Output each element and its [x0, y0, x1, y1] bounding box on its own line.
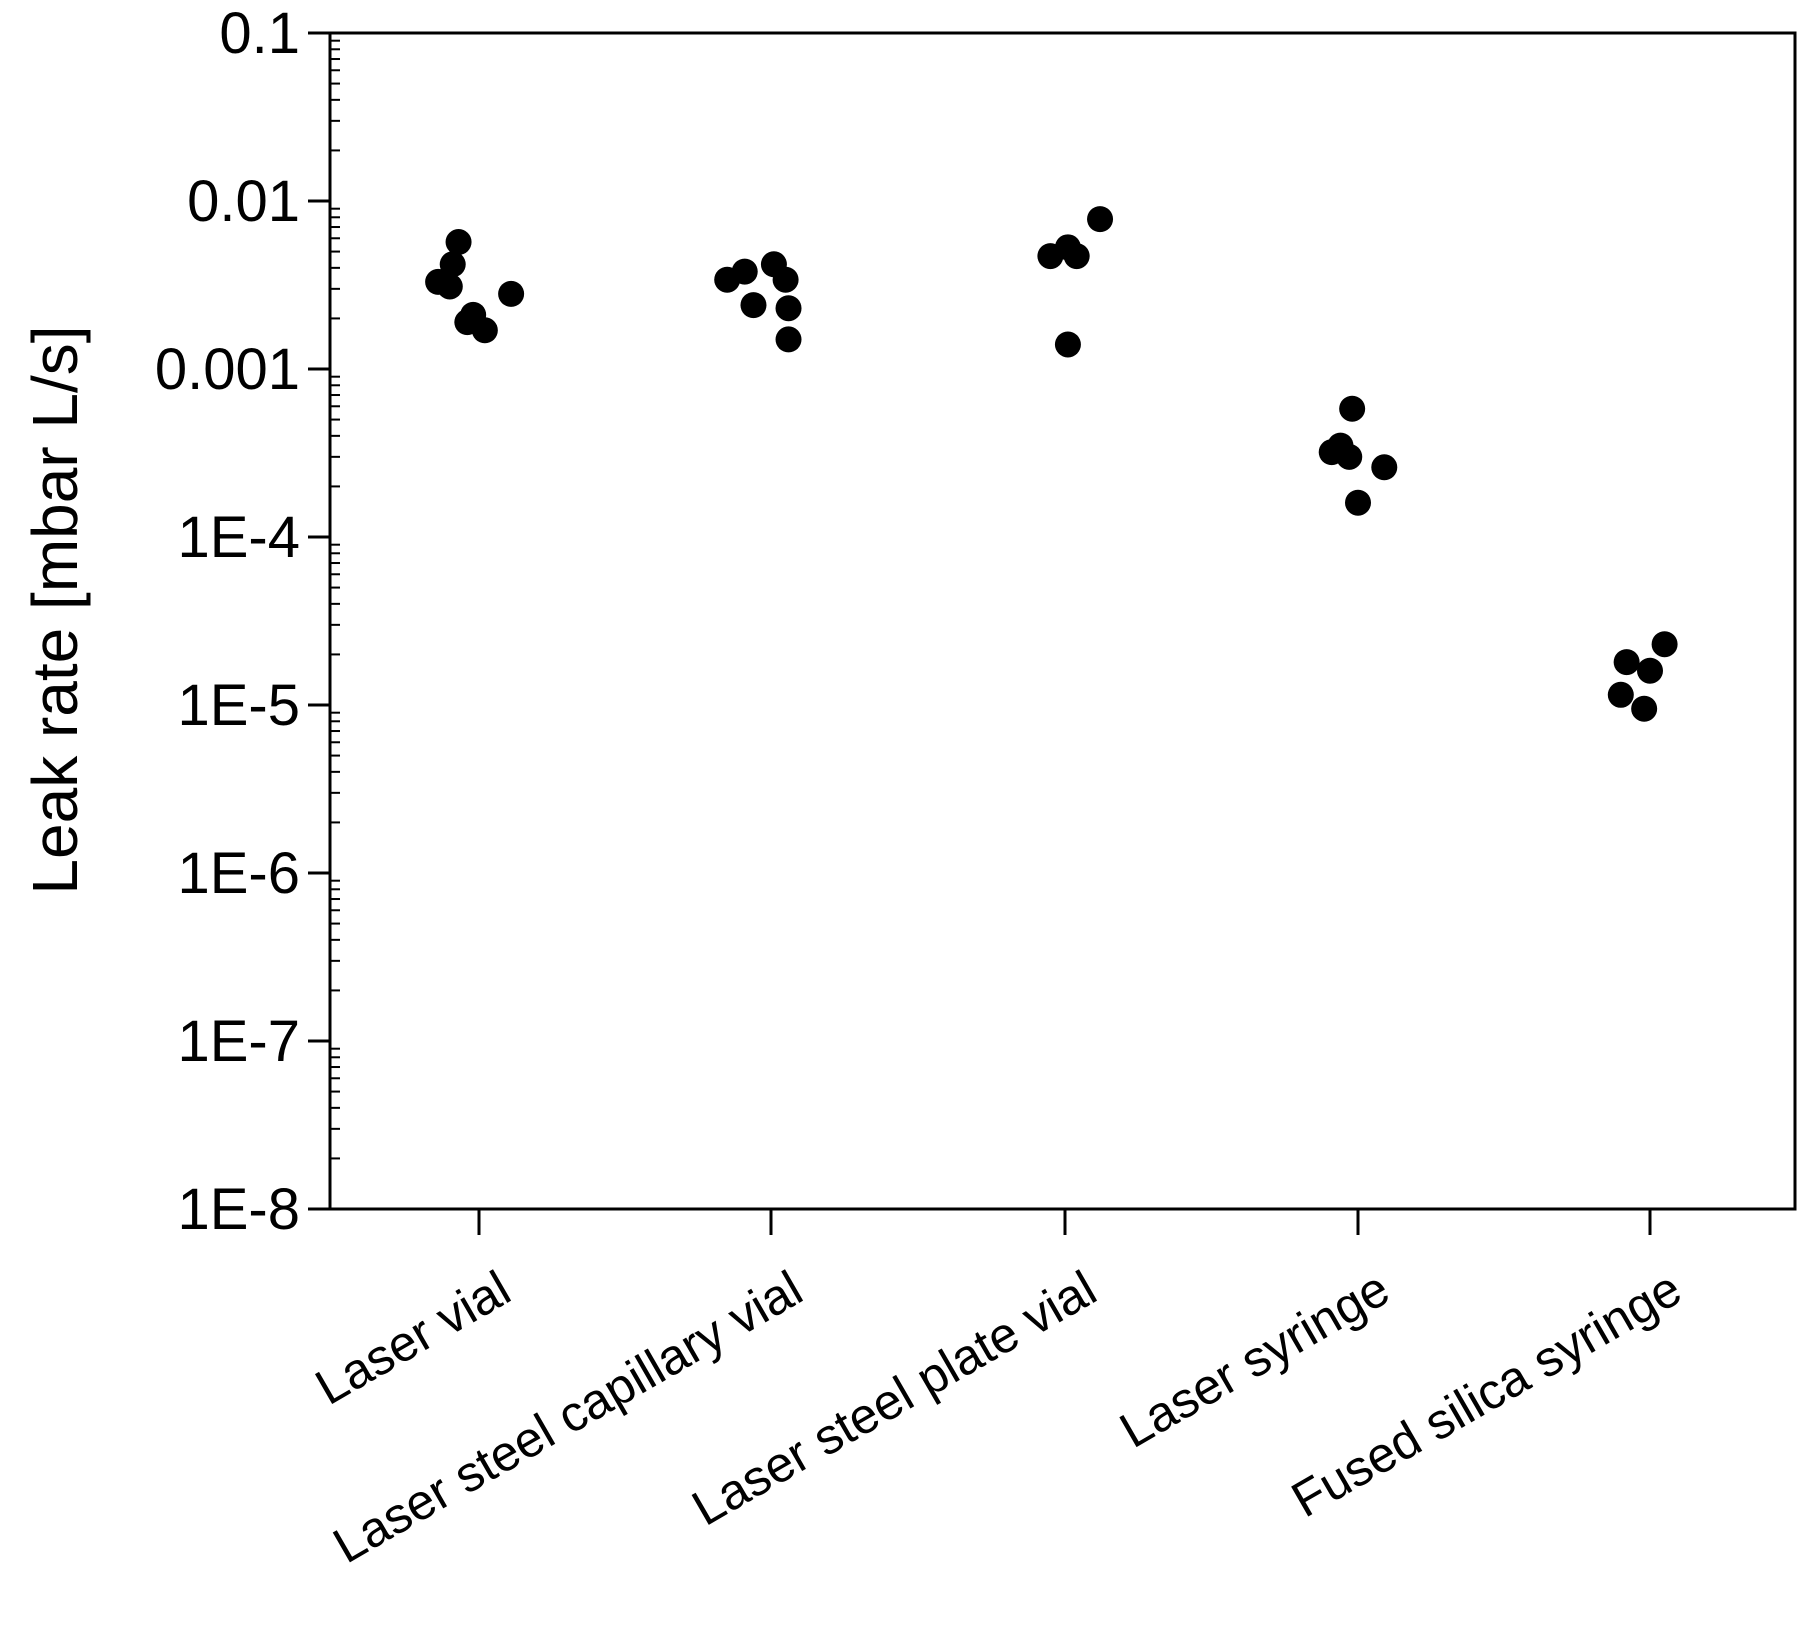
- y-tick-label: 1E-7: [177, 1009, 300, 1074]
- data-point: [1063, 243, 1090, 270]
- data-point: [1054, 331, 1081, 358]
- y-axis-title: Leak rate [mbar L/s]: [19, 325, 91, 894]
- x-tick-label: Laser vial: [306, 1260, 519, 1415]
- data-point: [1613, 649, 1640, 676]
- data-point: [1637, 657, 1663, 684]
- data-point: [1339, 395, 1366, 422]
- data-point: [436, 273, 463, 300]
- x-tick-label: Laser steel capillary vial: [324, 1260, 812, 1574]
- y-tick-label: 1E-5: [177, 673, 300, 738]
- x-tick-label: Laser syringe: [1111, 1260, 1399, 1459]
- y-tick-label: 1E-8: [177, 1177, 300, 1242]
- data-point: [772, 266, 799, 293]
- data-point: [731, 258, 758, 285]
- data-point: [471, 317, 498, 344]
- data-point: [498, 280, 525, 307]
- data-point: [1087, 206, 1114, 233]
- plot-frame: [328, 31, 1797, 1211]
- y-tick-label: 0.1: [219, 1, 300, 66]
- y-axis: 0.1 0.01 0.001 1E-4 1E-5 1E-6 1E-7 1E-8: [155, 1, 340, 1242]
- data-point: [439, 251, 466, 278]
- data-point: [1336, 443, 1363, 470]
- data-point: [775, 295, 802, 322]
- data-point: [445, 229, 472, 256]
- data-points: [425, 206, 1678, 722]
- y-tick-label: 0.01: [187, 169, 300, 234]
- data-point: [740, 292, 767, 319]
- data-point: [1345, 489, 1371, 516]
- y-tick-label: 1E-4: [177, 505, 300, 570]
- data-point: [1607, 681, 1634, 708]
- data-point: [1651, 631, 1678, 658]
- y-tick-label: 0.001: [155, 337, 300, 402]
- y-tick-label: 1E-6: [177, 841, 300, 906]
- data-point: [1631, 695, 1658, 722]
- data-point: [775, 326, 802, 353]
- data-point: [1371, 454, 1398, 481]
